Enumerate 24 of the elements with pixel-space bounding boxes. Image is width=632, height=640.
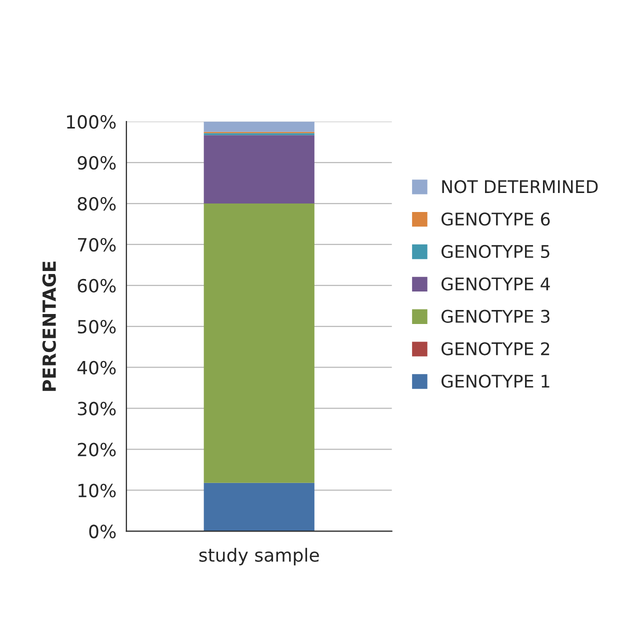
bar <box>204 204 314 483</box>
y-tick-label: 70% <box>78 238 116 252</box>
legend-label: GENOTYPE 2 <box>442 342 550 356</box>
legend-label: GENOTYPE 5 <box>442 244 550 258</box>
bar <box>204 482 314 532</box>
y-tick-label: 0% <box>89 524 116 538</box>
y-axis-title: PERCENTAGE <box>42 262 56 391</box>
y-tick-label: 60% <box>78 278 116 293</box>
y-tick-label: 20% <box>78 442 116 456</box>
y-tick-label: 90% <box>78 156 116 170</box>
legend-label: NOT DETERMINED <box>442 180 598 194</box>
y-tick-label: 80% <box>78 196 116 211</box>
legend-label: GENOTYPE 4 <box>442 277 550 290</box>
bar <box>204 122 314 132</box>
y-tick-label: 30% <box>78 402 116 416</box>
y-tick-label: 40% <box>77 360 116 374</box>
legend-label: GENOTYPE 1 <box>442 374 550 388</box>
bar <box>204 135 314 204</box>
y-tick-label: 100% <box>67 115 116 129</box>
y-tick-label: 10% <box>78 484 116 498</box>
legend-label: GENOTYPE 6 <box>442 212 550 226</box>
legend-label: GENOTYPE 3 <box>442 310 550 323</box>
x-tick-label: study sample <box>199 548 319 566</box>
y-tick-label: 50% <box>78 320 116 334</box>
